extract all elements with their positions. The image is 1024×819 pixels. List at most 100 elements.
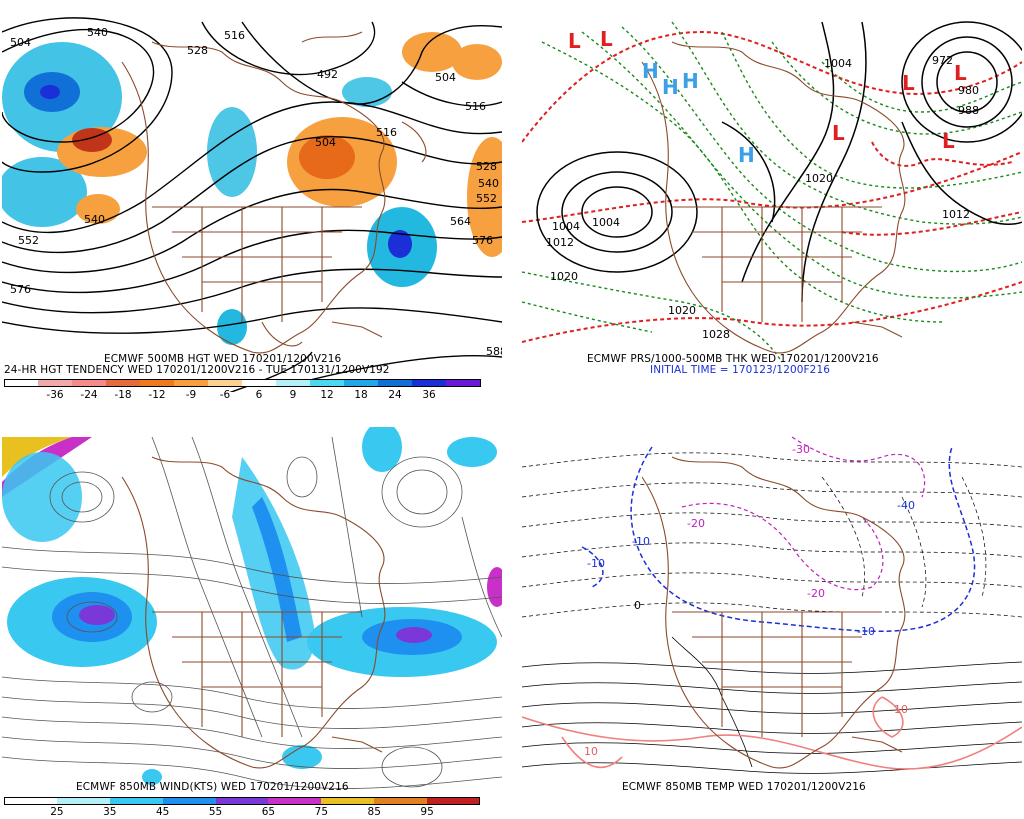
colorbar-swatch	[174, 379, 209, 387]
colorbar-tick-label: 75	[314, 806, 329, 818]
contour-label: 504	[315, 136, 336, 149]
contour-label: 552	[476, 192, 497, 205]
contour-label: 564	[450, 215, 471, 228]
contour-label: 504	[435, 71, 456, 84]
low-pressure-marker: L	[832, 121, 845, 145]
colorbar-swatch	[109, 797, 164, 805]
contour-label: 10	[894, 703, 908, 716]
high-pressure-marker: H	[682, 69, 699, 93]
colorbar-swatch	[4, 797, 58, 805]
colorbar-swatch	[140, 379, 175, 387]
hgt-map-title: ECMWF 500MB HGT WED 170201/1200V216	[104, 353, 342, 365]
colorbar-tick-label: 55	[208, 806, 223, 818]
colorbar-tick-label: 36	[422, 389, 436, 401]
hgt-contours	[2, 17, 502, 392]
hgt-tendency-map-panel: 504 540 528 516 492 504 516 504 516 528 …	[2, 12, 502, 392]
colorbar-swatch	[344, 379, 379, 387]
contour-label: 576	[10, 283, 31, 296]
colorbar-tick-label: -9	[185, 389, 197, 401]
colorbar-swatch	[310, 379, 345, 387]
colorbar-tick-label: -6	[219, 389, 231, 401]
contour-label: -30	[792, 443, 810, 456]
contour-label: 1028	[702, 328, 730, 341]
contour-label: 504	[10, 36, 31, 49]
colorbar-swatch	[208, 379, 243, 387]
contour-label: 972	[932, 54, 953, 67]
colorbar-swatch	[106, 379, 141, 387]
low-pressure-marker: L	[942, 129, 955, 153]
colorbar-tick-label: 6	[255, 389, 263, 401]
temp-cold-line	[681, 436, 926, 591]
contour-label: 1012	[546, 236, 574, 249]
prs-map-initial-time: INITIAL TIME = 170123/1200F216	[650, 364, 831, 376]
wind-map-title: ECMWF 850MB WIND(KTS) WED 170201/1200V21…	[76, 781, 349, 793]
contour-label: 1020	[805, 172, 833, 185]
low-pressure-marker: L	[902, 71, 915, 95]
colorbar-tick-label: 12	[320, 389, 334, 401]
contour-label: -10	[632, 535, 650, 548]
colorbar-swatch	[374, 797, 428, 805]
colorbar-tick-label: 18	[354, 389, 368, 401]
colorbar-tick-label: 25	[50, 806, 64, 818]
colorbar-swatch	[446, 379, 481, 387]
temp-warm-line	[522, 696, 1022, 770]
low-pressure-marker: L	[954, 61, 967, 85]
contour-label: 492	[317, 68, 338, 81]
colorbar-swatch	[276, 379, 311, 387]
colorbar-tick-label: 24	[388, 389, 402, 401]
hgt-tendency-shading	[2, 32, 502, 345]
colorbar-swatch	[268, 797, 322, 805]
colorbar-swatch	[56, 797, 111, 805]
colorbar-tick-label: -18	[114, 389, 132, 401]
wind-850mb-map-panel	[2, 427, 502, 807]
colorbar-tick-label: -24	[80, 389, 98, 401]
contour-label: 1020	[668, 304, 696, 317]
hgt-map-subtitle: 24-HR HGT TENDENCY WED 170201/1200V216 -…	[4, 364, 390, 376]
isobars-black	[536, 21, 1022, 303]
colorbar-swatch	[427, 797, 481, 805]
temp-850mb-map-panel: -30 -20 -10 -20 -10 -40 -10 10 0 10	[522, 427, 1022, 807]
contour-label: 1020	[550, 270, 578, 283]
colorbar-swatch	[242, 379, 277, 387]
contour-label: 540	[87, 26, 108, 39]
thickness-lines	[522, 30, 1022, 343]
prs-map-canvas: 1004 1004 1012 1020 1020 1028 1004 980 9…	[522, 21, 1022, 363]
colorbar-swatch	[412, 379, 447, 387]
prs-contour-labels: 1004 1004 1012 1020 1020 1028 1004 980 9…	[546, 54, 979, 341]
contour-label: -10	[857, 625, 875, 638]
colorbar-swatch	[38, 379, 73, 387]
contour-label: 516	[224, 29, 245, 42]
prs-map-title: ECMWF PRS/1000-500MB THK WED 170201/1200…	[587, 353, 879, 365]
temp-map-title: ECMWF 850MB TEMP WED 170201/1200V216	[622, 781, 866, 793]
wind-speed-shading	[2, 427, 502, 785]
colorbar-tick-label: 95	[420, 806, 434, 818]
colorbar-tick-label: -36	[46, 389, 64, 401]
contour-label: 540	[478, 177, 499, 190]
contour-label: 1004	[592, 216, 620, 229]
contour-label: 540	[84, 213, 105, 226]
contour-label: -40	[897, 499, 915, 512]
contour-label: 516	[376, 126, 397, 139]
wind-coastlines	[121, 456, 386, 769]
hgt-map-canvas: 504 540 528 516 492 504 516 504 516 528 …	[2, 17, 502, 392]
colorbar-tick-label: 85	[367, 806, 381, 818]
prs-coastlines	[641, 41, 906, 354]
low-pressure-marker: L	[600, 27, 613, 51]
hgt-contour-labels: 504 540 528 516 492 504 516 504 516 528 …	[10, 26, 502, 358]
temp-contour-labels: -30 -20 -10 -20 -10 -40 -10 10 0 10	[584, 443, 915, 758]
isobars-green	[522, 21, 1022, 363]
colorbar-tick-label: 9	[289, 389, 297, 401]
contour-label: -20	[807, 587, 825, 600]
colorbar-swatch	[215, 797, 269, 805]
contour-label: 1004	[552, 220, 580, 233]
contour-label: 528	[187, 44, 208, 57]
low-pressure-marker: L	[568, 29, 581, 53]
colorbar-swatch	[162, 797, 217, 805]
high-pressure-marker: H	[662, 75, 679, 99]
pressure-centers: H H H H L L L L L L	[568, 27, 967, 167]
pressure-thickness-map-panel: 1004 1004 1012 1020 1020 1028 1004 980 9…	[522, 12, 1022, 392]
high-pressure-marker: H	[642, 59, 659, 83]
contour-label: -10	[587, 557, 605, 570]
colorbar-swatch	[72, 379, 107, 387]
temp-coastlines	[641, 456, 906, 769]
